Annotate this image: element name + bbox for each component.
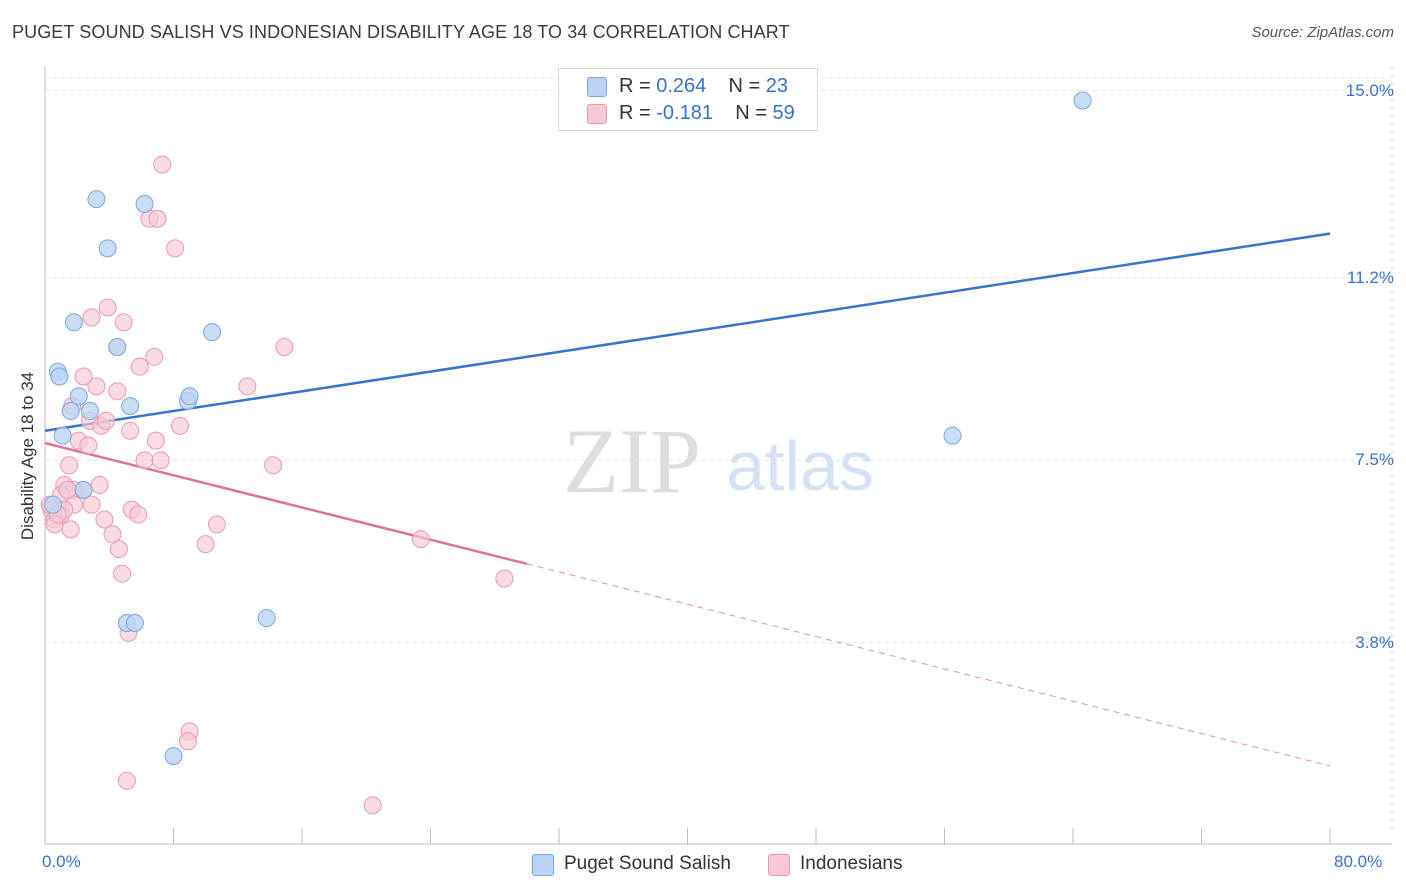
point-indonesians-2 bbox=[148, 209, 167, 228]
point-puget-sound-salish-0 bbox=[87, 190, 106, 209]
legend-r-label-blue: R = bbox=[619, 75, 657, 97]
trend-lines bbox=[44, 232, 1331, 767]
y-tick-label-2: 11.2% bbox=[1347, 267, 1394, 287]
trend-line-puget-sound-salish bbox=[44, 232, 1331, 432]
point-indonesians-25 bbox=[151, 451, 170, 470]
trend-line-indonesians-extrapolated bbox=[526, 563, 1331, 767]
point-puget-sound-salish-11 bbox=[121, 397, 140, 416]
point-indonesians-20 bbox=[121, 421, 140, 440]
point-indonesians-4 bbox=[98, 298, 117, 317]
bottom-legend-label-pink: Indonesians bbox=[800, 853, 903, 874]
watermark: ZIP atlas bbox=[563, 410, 874, 512]
legend-n-value-blue: 23 bbox=[765, 75, 789, 97]
point-puget-sound-salish-10 bbox=[80, 402, 99, 421]
point-puget-sound-salish-1 bbox=[135, 195, 154, 214]
point-indonesians-40 bbox=[129, 505, 148, 524]
point-puget-sound-salish-4 bbox=[203, 323, 222, 342]
point-puget-sound-salish-15 bbox=[74, 480, 93, 499]
point-puget-sound-salish-14 bbox=[53, 426, 72, 445]
point-puget-sound-salish-8 bbox=[69, 387, 88, 406]
x-tick-label-min: 0.0% bbox=[42, 852, 81, 871]
legend-r-label-pink: R = bbox=[619, 102, 657, 124]
point-indonesians-46 bbox=[196, 535, 215, 554]
watermark-atlas: atlas bbox=[726, 427, 874, 505]
point-puget-sound-salish-9 bbox=[61, 402, 80, 421]
point-indonesians-34 bbox=[82, 495, 101, 514]
point-indonesians-21 bbox=[146, 431, 165, 450]
point-indonesians-48 bbox=[113, 564, 132, 583]
chart-title: PUGET SOUND SALISH VS INDONESIAN DISABIL… bbox=[12, 22, 790, 42]
point-indonesians-26 bbox=[60, 456, 79, 475]
point-indonesians-53 bbox=[117, 771, 136, 790]
bottom-legend-swatch-blue bbox=[532, 854, 554, 876]
point-indonesians-52 bbox=[178, 732, 197, 751]
point-puget-sound-salish-3 bbox=[64, 313, 83, 332]
point-indonesians-58 bbox=[58, 480, 77, 499]
point-indonesians-13 bbox=[108, 382, 127, 401]
legend-r-value-blue: 0.264 bbox=[656, 75, 707, 97]
point-puget-sound-salish-16 bbox=[44, 495, 63, 514]
legend-n-label-blue: N = bbox=[728, 75, 766, 97]
y-tick-label-3: 15.0% bbox=[1345, 80, 1394, 100]
point-indonesians-14 bbox=[238, 377, 257, 396]
point-puget-sound-salish-2 bbox=[98, 239, 117, 258]
point-indonesians-45 bbox=[411, 530, 430, 549]
point-puget-sound-salish-18 bbox=[125, 613, 144, 632]
point-indonesians-10 bbox=[130, 357, 149, 376]
point-indonesians-54 bbox=[363, 796, 382, 815]
point-indonesians-12 bbox=[87, 377, 106, 396]
point-indonesians-6 bbox=[114, 313, 133, 332]
point-puget-sound-salish-22 bbox=[1073, 91, 1092, 110]
point-indonesians-39 bbox=[95, 510, 114, 529]
point-indonesians-7 bbox=[275, 337, 294, 356]
point-indonesians-28 bbox=[90, 475, 109, 494]
point-indonesians-5 bbox=[82, 308, 101, 327]
point-puget-sound-salish-13 bbox=[180, 387, 199, 406]
point-puget-sound-salish-7 bbox=[50, 367, 69, 386]
bottom-legend-label-blue: Puget Sound Salish bbox=[564, 853, 731, 874]
series-puget-sound-salish bbox=[44, 91, 1092, 766]
y-axis-title: Disability Age 18 to 34 bbox=[18, 371, 37, 541]
point-indonesians-18 bbox=[97, 411, 116, 430]
point-indonesians-42 bbox=[207, 515, 226, 534]
point-puget-sound-salish-20 bbox=[164, 747, 183, 766]
point-puget-sound-salish-19 bbox=[257, 609, 276, 628]
trend-line-indonesians bbox=[44, 441, 528, 566]
legend-n-label-pink: N = bbox=[735, 102, 773, 124]
legend-swatch-blue bbox=[587, 77, 607, 97]
point-puget-sound-salish-5 bbox=[108, 337, 127, 356]
y-tick-label-1: 7.5% bbox=[1355, 450, 1394, 470]
x-tick-label-max: 80.0% bbox=[1334, 852, 1383, 871]
point-indonesians-0 bbox=[153, 155, 172, 174]
point-indonesians-49 bbox=[495, 569, 514, 588]
axes bbox=[44, 66, 1392, 845]
source-label: Source: ZipAtlas.com bbox=[1251, 24, 1394, 41]
correlation-legend: R = 0.264 N = 23 R = -0.181 N = 59 bbox=[558, 68, 818, 131]
point-indonesians-11 bbox=[74, 367, 93, 386]
point-indonesians-23 bbox=[79, 436, 98, 455]
bottom-legend-swatch-pink bbox=[768, 854, 790, 876]
grid-lines bbox=[45, 66, 1393, 830]
point-indonesians-19 bbox=[170, 416, 189, 435]
point-indonesians-47 bbox=[109, 540, 128, 559]
legend-swatch-pink bbox=[587, 104, 607, 124]
y-tick-label-0: 3.8% bbox=[1355, 632, 1394, 652]
legend-n-value-pink: 59 bbox=[772, 102, 795, 124]
point-indonesians-24 bbox=[135, 451, 154, 470]
point-indonesians-9 bbox=[145, 347, 164, 366]
point-puget-sound-salish-21 bbox=[943, 426, 962, 445]
point-indonesians-43 bbox=[61, 520, 80, 539]
legend-r-value-pink: -0.181 bbox=[656, 102, 713, 124]
point-indonesians-3 bbox=[166, 239, 185, 258]
watermark-zip: ZIP bbox=[563, 410, 701, 512]
point-indonesians-27 bbox=[264, 456, 283, 475]
